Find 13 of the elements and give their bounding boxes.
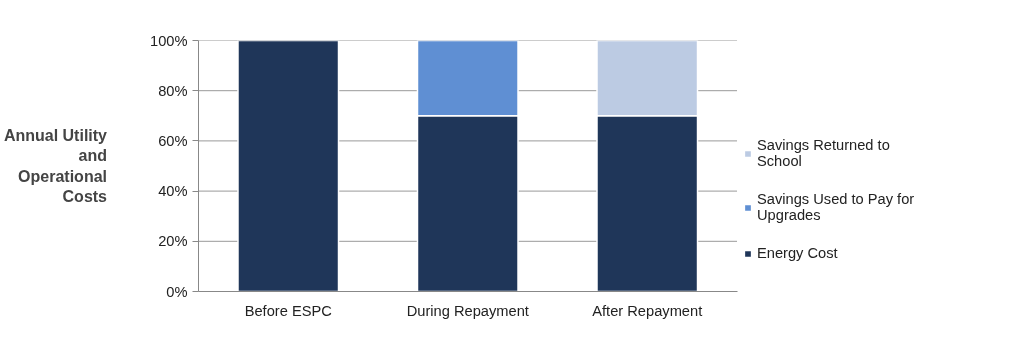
legend-label: Savings Returned to School xyxy=(757,137,890,169)
x-tick-label: After Repayment xyxy=(592,302,703,319)
legend-label: Energy Cost xyxy=(757,245,838,261)
x-tick-label: Before ESPC xyxy=(244,302,333,319)
x-tick-label: During Repayment xyxy=(406,302,529,319)
y-tick-label: 20% xyxy=(158,233,188,250)
legend-label: Savings Used to Pay for Upgrades xyxy=(757,191,915,223)
y-tick-label: 40% xyxy=(158,183,188,200)
y-tick-label: 60% xyxy=(158,132,188,149)
y-tick-label: 100% xyxy=(150,32,188,49)
y-tick-label: 80% xyxy=(158,82,188,99)
y-axis-title: Annual Utility and Operational Costs xyxy=(3,126,108,206)
y-tick-label: 0% xyxy=(166,283,188,300)
